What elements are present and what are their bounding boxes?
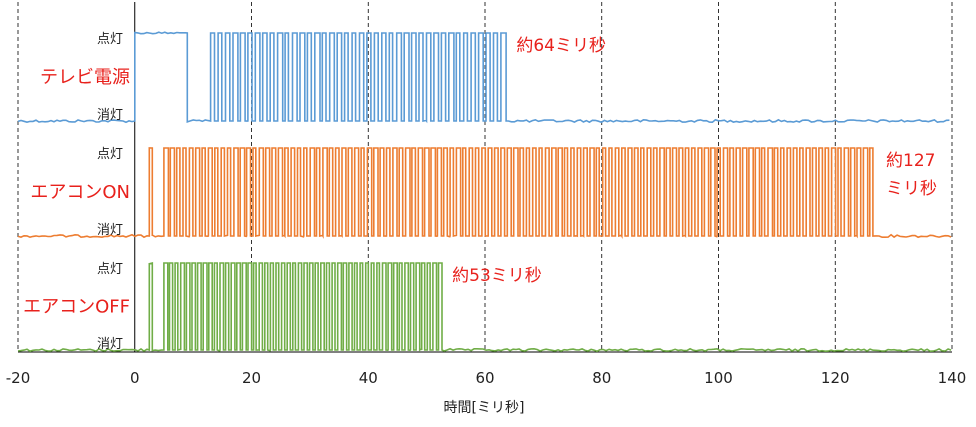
series-trace-3 [17, 261, 952, 353]
traces [17, 31, 952, 353]
state-label-on: 点灯 [97, 262, 123, 277]
labels: -20 0 20 40 60 80 100 120 140点灯消灯テレビ電源約64ミリ秒点灯消灯… [6, 32, 967, 387]
state-label-on: 点灯 [97, 32, 123, 47]
series-name-label: エアコンON [30, 182, 130, 203]
x-tick-label: 100 [704, 369, 733, 387]
x-tick-label: 60 [475, 369, 494, 387]
series-name-label: テレビ電源 [40, 67, 130, 88]
x-tick-label: 40 [359, 369, 378, 387]
x-axis-label: 時間[ミリ秒] [444, 400, 525, 416]
duration-annotation: 約127 [886, 151, 935, 171]
duration-annotation: 約53ミリ秒 [452, 266, 542, 286]
state-label-off: 消灯 [97, 108, 123, 123]
x-tick-label: -20 [6, 369, 31, 387]
duration-annotation: ミリ秒 [886, 179, 937, 199]
state-label-off: 消灯 [97, 337, 123, 352]
state-label-on: 点灯 [97, 147, 123, 162]
x-tick-label: 140 [938, 369, 967, 387]
series-name-label: エアコンOFF [23, 297, 130, 318]
x-tick-label: 120 [821, 369, 850, 387]
x-tick-label: 20 [242, 369, 261, 387]
duration-annotation: 約64ミリ秒 [516, 36, 606, 56]
series-trace-2 [17, 147, 952, 240]
state-label-off: 消灯 [97, 223, 123, 238]
x-tick-label: 0 [130, 369, 140, 387]
x-tick-label: 80 [592, 369, 611, 387]
series-trace-1 [17, 31, 950, 124]
